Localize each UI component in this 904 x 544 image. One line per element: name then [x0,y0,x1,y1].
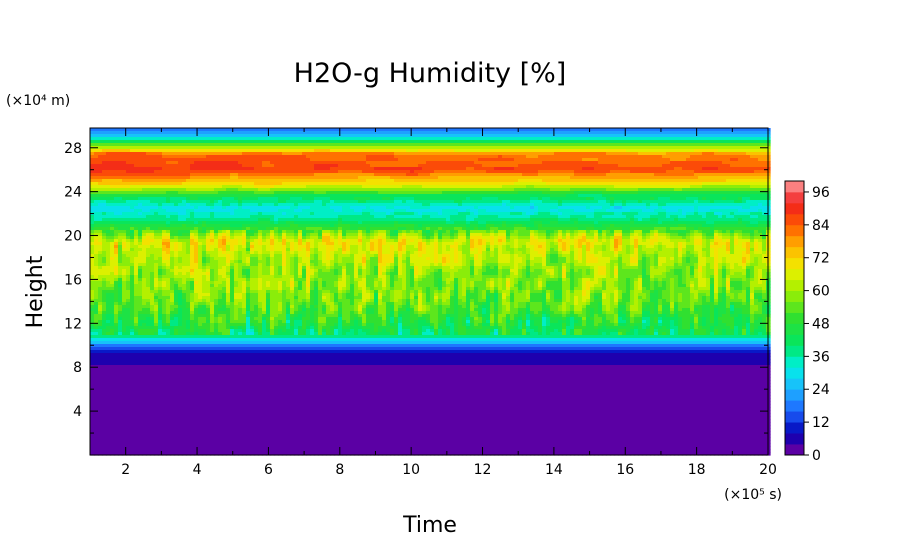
heatmap-field [90,128,771,456]
colorbar-band [785,224,804,237]
colorbar-band [785,246,804,259]
y-tick-label: 16 [64,272,82,288]
colorbar-band [785,334,804,346]
x-tick-label: 14 [545,462,563,478]
colorbar-band [785,367,804,379]
y-tick-label: 12 [64,316,82,332]
x-tick-label: 20 [759,462,777,478]
x-tick-label: 16 [616,462,634,478]
colorbar-tick-label: 36 [812,349,830,365]
colorbar-band [785,290,804,302]
colorbar-band [785,323,804,335]
y-axis-label: Height [23,255,48,328]
colorbar-band [785,378,804,390]
colorbar-tick-label: 12 [812,415,830,431]
colorbar-tick-label: 96 [812,185,830,201]
y-tick-label: 8 [73,360,82,376]
x-tick-label: 6 [264,462,273,478]
colorbar-tick-label: 84 [812,218,830,234]
y-unit-label: (×10⁴ m) [6,93,70,109]
x-tick-label: 4 [193,462,202,478]
colorbar-band [785,279,804,291]
colorbar-band [785,312,804,324]
colorbar-band [785,235,804,248]
colorbar-band [785,444,804,456]
colorbar-tick-label: 48 [812,316,830,332]
y-tick-label: 4 [73,404,82,420]
colorbar-band [785,181,804,193]
plot-frame [89,127,769,456]
y-tick-label: 20 [64,229,82,245]
colorbar-band [785,345,804,357]
colorbar-tick-label: 0 [812,448,821,464]
x-tick-label: 8 [335,462,344,478]
colorbar-band [785,213,804,226]
colorbar-frame [784,180,805,456]
colorbar-tick-label: 60 [812,284,830,300]
colorbar [785,181,804,456]
colorbar-band [785,433,804,445]
colorbar-tick-label: 72 [812,251,830,267]
x-tick-label: 2 [121,462,130,478]
x-unit-label: (×10⁵ s) [724,487,782,503]
x-axis-label: Time [402,513,457,538]
colorbar-tick-label: 24 [812,382,830,398]
colorbar-band [785,422,804,434]
y-tick-label: 24 [64,185,82,201]
x-tick-label: 18 [688,462,706,478]
colorbar-band [785,191,804,204]
colorbar-band [785,400,804,412]
x-tick-label: 12 [474,462,492,478]
x-tick-label: 10 [402,462,420,478]
colorbar-band [785,411,804,423]
colorbar-band [785,389,804,401]
colorbar-band [785,257,804,270]
colorbar-band [785,202,804,215]
chart-title: H2O-g Humidity [%] [294,58,567,89]
colorbar-band [785,356,804,368]
colorbar-band [785,301,804,313]
y-tick-label: 28 [64,141,82,157]
colorbar-band [785,268,804,281]
